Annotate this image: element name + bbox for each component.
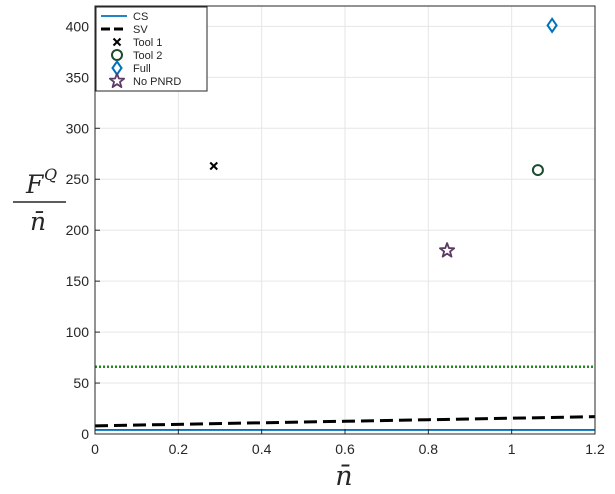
x-tick-label: 0.8 bbox=[419, 441, 439, 457]
legend-label: No PNRD bbox=[133, 76, 181, 88]
y-tick-label: 0 bbox=[81, 426, 89, 442]
series-line-sv bbox=[94, 415, 596, 428]
y-tick-label: 300 bbox=[66, 120, 90, 136]
legend-marker bbox=[108, 72, 126, 88]
y-axis-label-superscript: Q bbox=[44, 165, 57, 184]
x-axis-label: n̄ bbox=[335, 461, 352, 492]
y-tick-label: 200 bbox=[66, 222, 90, 238]
legend-marker bbox=[112, 37, 122, 47]
y-axis-label-denominator: n̄ bbox=[30, 207, 46, 236]
legend-label: Full bbox=[133, 63, 151, 75]
y-tick-label: 400 bbox=[66, 18, 90, 34]
x-tick-label: 0.6 bbox=[335, 441, 355, 457]
data-point-tool-2 bbox=[531, 164, 544, 177]
legend-marker-stroke bbox=[112, 37, 122, 47]
data-point-tool-1-stroke bbox=[209, 161, 218, 171]
x-tick-label: 0.2 bbox=[169, 441, 189, 457]
legend-item: Tool 1 bbox=[112, 37, 162, 49]
y-tick-label: 350 bbox=[66, 69, 90, 85]
ticks: 0 0.2 0.4 0.6 0.8 1 1.2 0 50 100 150 200 250 300 350 40… bbox=[66, 18, 605, 457]
legend-item: No PNRD bbox=[108, 72, 181, 88]
legend-box bbox=[95, 6, 208, 92]
y-tick-label: 150 bbox=[66, 273, 90, 289]
data-point-no-pnrd bbox=[439, 242, 456, 258]
legend-item: SV bbox=[101, 24, 148, 36]
legend-label: Tool 2 bbox=[133, 50, 162, 62]
legend-label: CS bbox=[133, 11, 148, 23]
x-axis-label-text: n̄ bbox=[335, 461, 352, 492]
legend-item: CS bbox=[101, 11, 148, 23]
y-tick-label: 50 bbox=[73, 375, 89, 391]
x-tick-label: 1 bbox=[508, 441, 516, 457]
data-point-tool-1 bbox=[209, 161, 218, 171]
legend-label: Tool 1 bbox=[133, 37, 162, 49]
data-point-full bbox=[546, 17, 558, 34]
y-axis-label-numerator: F bbox=[25, 170, 45, 199]
y-axis-label: F Q n̄ bbox=[13, 165, 66, 236]
y-tick-label: 100 bbox=[66, 324, 90, 340]
x-tick-label: 1.2 bbox=[585, 441, 605, 457]
y-tick-label: 250 bbox=[66, 171, 90, 187]
legend-label: SV bbox=[133, 24, 148, 36]
x-tick-label: 0.4 bbox=[252, 441, 272, 457]
x-tick-label: 0 bbox=[91, 441, 99, 457]
grid bbox=[94, 6, 596, 435]
